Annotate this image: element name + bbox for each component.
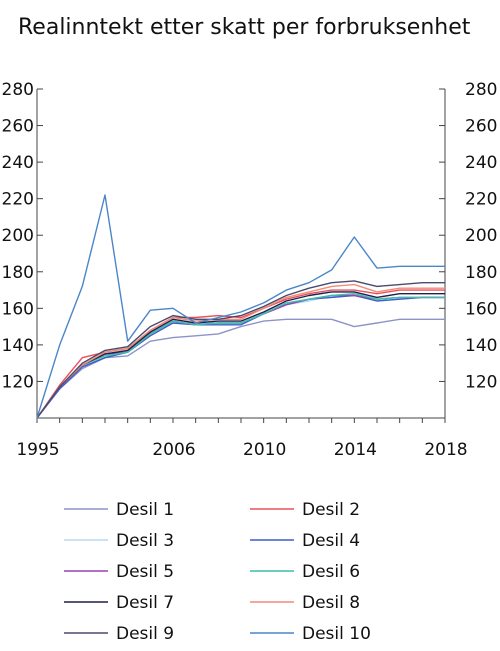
- series-line-10: [36, 194, 445, 419]
- y-tick-label-left: 260: [2, 117, 34, 137]
- y-ticks: 120 120 140 140 160 160 180 180 200 200 220 220 240 2…: [2, 80, 498, 392]
- series-line-1: [36, 318, 445, 419]
- y-tick-label-left: 220: [2, 190, 34, 210]
- x-tick-label: 2014: [334, 440, 377, 460]
- series-line-4: [36, 294, 445, 419]
- y-tick-label-right: 140: [465, 336, 497, 356]
- legend-label: Desil 8: [302, 593, 360, 613]
- series-line-8: [36, 283, 445, 419]
- legend-label: Desil 2: [302, 500, 360, 520]
- legend-label: Desil 5: [116, 562, 174, 582]
- series-lines: [36, 194, 445, 419]
- legend-label: Desil 4: [302, 531, 360, 551]
- y-tick-label-left: 240: [2, 153, 34, 173]
- chart-title: Realinntekt etter skatt per forbruksenhe…: [18, 15, 471, 40]
- x-tick-label: 2006: [152, 440, 195, 460]
- y-tick-label-right: 200: [465, 226, 497, 246]
- y-tick-label-right: 160: [465, 299, 497, 319]
- series-line-6: [36, 293, 445, 419]
- series-line-9: [36, 280, 445, 419]
- y-tick-label-left: 280: [2, 80, 34, 100]
- x-ticks: 1995 2006 2010 2014 2018: [16, 418, 468, 460]
- y-tick-label-right: 180: [465, 263, 497, 283]
- legend-label: Desil 10: [302, 624, 371, 644]
- y-tick-label-right: 280: [465, 80, 497, 100]
- legend-label: Desil 9: [116, 624, 174, 644]
- y-tick-label-left: 200: [2, 226, 34, 246]
- legend-label: Desil 6: [302, 562, 360, 582]
- legend-label: Desil 1: [116, 500, 174, 520]
- y-tick-label-left: 180: [2, 263, 34, 283]
- y-tick-label-right: 240: [465, 153, 497, 173]
- y-tick-label-right: 120: [465, 372, 497, 392]
- legend-label: Desil 7: [116, 593, 174, 613]
- y-tick-label-left: 160: [2, 299, 34, 319]
- legend-label: Desil 3: [116, 531, 174, 551]
- y-tick-label-right: 220: [465, 190, 497, 210]
- x-tick-label: 1995: [16, 440, 59, 460]
- y-tick-label-left: 120: [2, 372, 34, 392]
- x-tick-label: 2018: [424, 440, 467, 460]
- series-line-7: [36, 291, 445, 419]
- y-tick-label-left: 140: [2, 336, 34, 356]
- y-tick-label-right: 260: [465, 117, 497, 137]
- legend: Desil 1 Desil 2 Desil 3 Desil 4 Desil 5 Desil…: [64, 500, 371, 644]
- x-tick-label: 2010: [243, 440, 286, 460]
